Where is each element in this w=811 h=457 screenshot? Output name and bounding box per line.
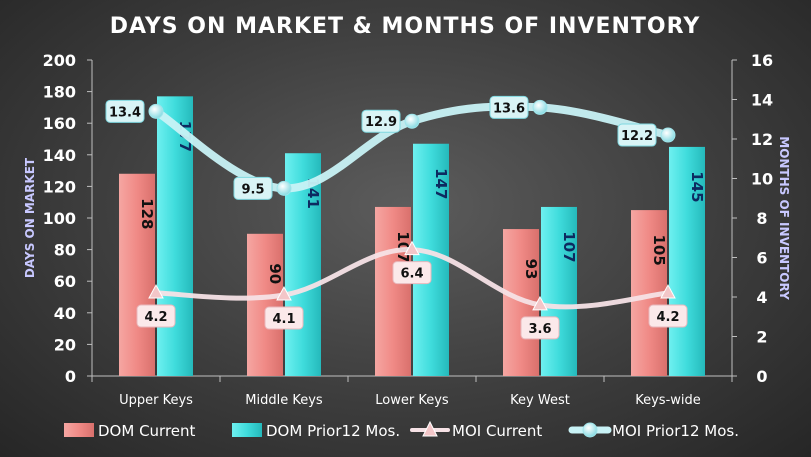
- data-label-box-moi-prior: [489, 95, 529, 119]
- marker-moi-prior: [276, 180, 292, 196]
- data-label-moi-prior: 13.4: [109, 105, 141, 120]
- bar-label-dom-current: 93: [522, 259, 540, 280]
- data-label-moi-prior: 13.6: [493, 101, 525, 116]
- y-tick-label-left: 100: [43, 209, 76, 228]
- y-tick-label-left: 20: [54, 335, 76, 354]
- x-category-label: Keys-wide: [635, 393, 701, 408]
- marker-moi-prior: [532, 99, 548, 115]
- marker-moi-prior: [404, 113, 420, 129]
- data-label-box-moi-prior: [361, 109, 401, 133]
- bar-dom-prior: [157, 96, 193, 376]
- bar-dom-current: [119, 173, 155, 376]
- data-label-moi-current: 6.4: [400, 267, 423, 282]
- bar-dom-prior: [413, 143, 449, 376]
- y-axis-title-right: MONTHS OF INVENTORY: [777, 136, 791, 300]
- x-category-label: Key West: [510, 393, 570, 408]
- data-label-moi-prior: 12.2: [621, 129, 653, 144]
- bar-dom-prior: [669, 146, 705, 376]
- data-label-box-moi-current: [520, 316, 560, 340]
- marker-moi-prior: [660, 127, 676, 143]
- bar-dom-prior: [541, 206, 577, 376]
- bar-label-dom-current: 128: [138, 198, 156, 229]
- legend-label: MOI Current: [452, 422, 542, 440]
- data-label-box-moi-prior: [105, 99, 145, 123]
- bar-label-dom-current: 90: [266, 263, 284, 284]
- legend-label: DOM Prior12 Mos.: [266, 422, 400, 440]
- legend-marker: [582, 422, 598, 438]
- x-category-label: Upper Keys: [119, 393, 193, 408]
- y-tick-label-right: 8: [756, 209, 767, 228]
- y-tick-label-right: 10: [751, 170, 773, 189]
- y-tick-label-left: 60: [54, 272, 76, 291]
- bar-label-dom-prior: 145: [688, 171, 706, 202]
- data-label-box-moi-current: [264, 306, 304, 330]
- y-tick-label-left: 40: [54, 304, 76, 323]
- marker-moi-current: [148, 283, 164, 299]
- data-label-moi-prior: 12.9: [365, 115, 397, 130]
- y-axis-title-left: DAYS ON MARKET: [23, 157, 37, 278]
- y-tick-label-left: 180: [43, 83, 76, 102]
- data-label-moi-current: 4.2: [144, 310, 167, 325]
- y-tick-label-right: 14: [751, 91, 773, 110]
- marker-moi-current: [660, 283, 676, 299]
- y-tick-label-right: 16: [751, 51, 773, 70]
- bar-dom-current: [247, 233, 283, 376]
- y-tick-label-left: 160: [43, 114, 76, 133]
- legend-swatch: [64, 423, 94, 437]
- y-tick-label-right: 0: [756, 367, 767, 386]
- legend-marker: [422, 420, 438, 437]
- data-label-box-moi-current: [648, 304, 688, 328]
- data-label-box-moi-prior: [617, 123, 657, 147]
- x-category-label: Lower Keys: [375, 393, 449, 408]
- y-tick-label-right: 2: [756, 328, 767, 347]
- bar-dom-current: [375, 206, 411, 376]
- y-tick-label-left: 200: [43, 51, 76, 70]
- bar-label-dom-current: 105: [650, 234, 668, 265]
- y-tick-label-right: 6: [756, 249, 767, 268]
- chart-title: DAYS ON MARKET & MONTHS OF INVENTORY: [110, 14, 701, 39]
- legend-label: DOM Current: [98, 422, 196, 440]
- legend-swatch: [232, 423, 262, 437]
- y-tick-label-right: 12: [751, 130, 773, 149]
- bar-label-dom-prior: 107: [560, 231, 578, 262]
- bar-label-dom-prior: 147: [432, 168, 450, 199]
- data-label-moi-current: 4.1: [272, 312, 295, 327]
- data-label-moi-prior: 9.5: [241, 182, 264, 197]
- marker-moi-current: [276, 285, 292, 301]
- y-tick-label-left: 140: [43, 146, 76, 165]
- marker-moi-current: [404, 240, 420, 256]
- data-label-box-moi-prior: [233, 176, 273, 200]
- y-tick-label-left: 120: [43, 177, 76, 196]
- data-label-box-moi-current: [136, 304, 176, 328]
- y-tick-label-right: 4: [756, 288, 767, 307]
- legend-label: MOI Prior12 Mos.: [612, 422, 739, 440]
- x-category-label: Middle Keys: [245, 393, 323, 408]
- y-tick-label-left: 80: [54, 241, 76, 260]
- marker-moi-prior: [148, 103, 164, 119]
- data-label-moi-current: 3.6: [528, 322, 551, 337]
- data-label-box-moi-current: [392, 261, 432, 285]
- y-tick-label-left: 0: [65, 367, 76, 386]
- marker-moi-current: [532, 295, 548, 311]
- data-label-moi-current: 4.2: [656, 310, 679, 325]
